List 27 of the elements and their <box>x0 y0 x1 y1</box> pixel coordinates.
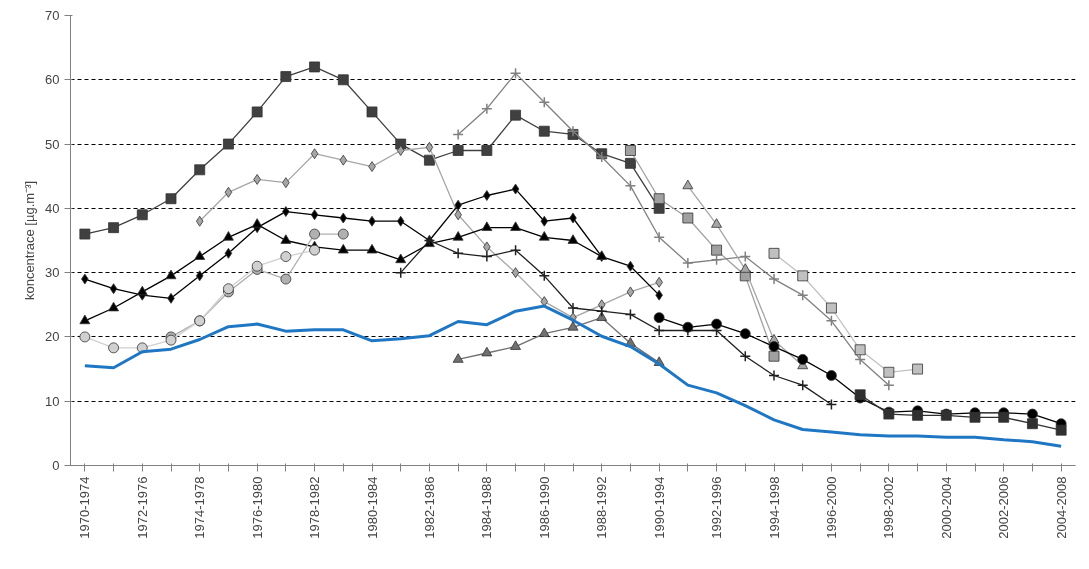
x-tick-label: 1974-1978 <box>192 476 208 539</box>
x-tick-label: 1996-2000 <box>823 476 839 539</box>
x-tick-label: 2000-2004 <box>938 476 954 539</box>
x-tick-label: 1992-1996 <box>709 476 725 539</box>
x-tick-label: 2002-2006 <box>996 476 1012 539</box>
x-tick-label: 1986-1990 <box>536 476 552 539</box>
x-tick-label: 1978-1982 <box>307 476 323 539</box>
y-tick-label: 40 <box>45 200 60 216</box>
x-tick-label: 1998-2002 <box>881 476 897 539</box>
y-tick-label: 0 <box>52 458 60 473</box>
x-tick-label: 1970-1974 <box>77 476 93 539</box>
y-tick-label: 20 <box>45 329 60 345</box>
y-axis-title: koncentrace [µg.m⁻³] <box>22 180 38 301</box>
x-tick-label: 1990-1994 <box>651 476 667 539</box>
x-tick-label: 1976-1980 <box>249 476 265 539</box>
x-tick-label: 1972-1976 <box>134 476 150 539</box>
x-tick-label: 1994-1998 <box>766 476 782 539</box>
x-tick-label: 1984-1988 <box>479 476 495 539</box>
y-tick-label: 50 <box>45 136 60 152</box>
y-tick-label: 70 <box>45 8 60 23</box>
x-tick-label: 1982-1986 <box>421 476 437 539</box>
x-tick-label: 2004-2008 <box>1053 476 1069 539</box>
y-tick-label: 60 <box>45 72 60 88</box>
x-tick-label: 1988-1992 <box>594 476 610 539</box>
y-tick-label: 10 <box>45 393 60 409</box>
y-tick-label: 30 <box>45 265 60 281</box>
x-tick-label: 1980-1984 <box>364 476 380 539</box>
